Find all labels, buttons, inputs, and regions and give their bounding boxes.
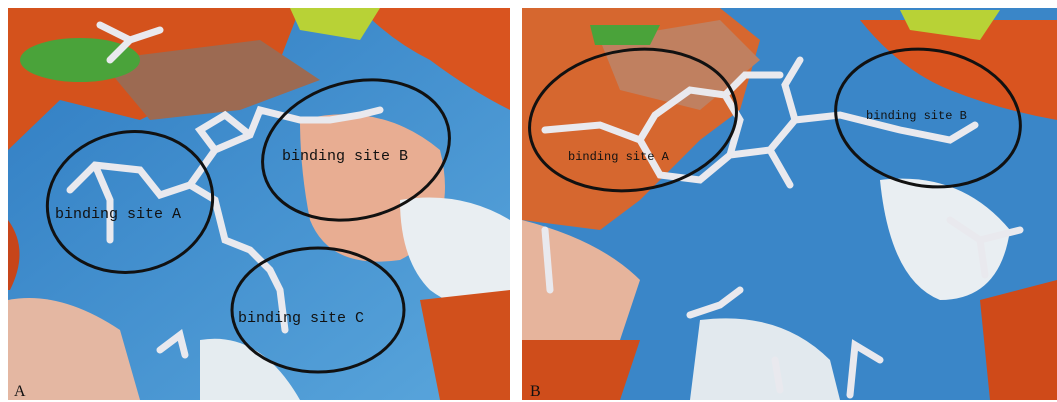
site-label: binding site A: [55, 206, 181, 223]
site-label: binding site B: [282, 148, 408, 165]
panel-label: A: [14, 383, 26, 400]
panel-label: B: [530, 383, 541, 400]
panel-a: binding site A binding site B binding si…: [8, 8, 510, 400]
ribbon: [590, 25, 660, 45]
figure: binding site A binding site B binding si…: [0, 0, 1057, 402]
surface: [980, 280, 1057, 400]
site-label: binding site B: [866, 109, 967, 123]
panel-b: binding site A binding site B B: [520, 8, 1057, 400]
site-label: binding site A: [568, 150, 670, 164]
site-label: binding site C: [238, 310, 364, 327]
